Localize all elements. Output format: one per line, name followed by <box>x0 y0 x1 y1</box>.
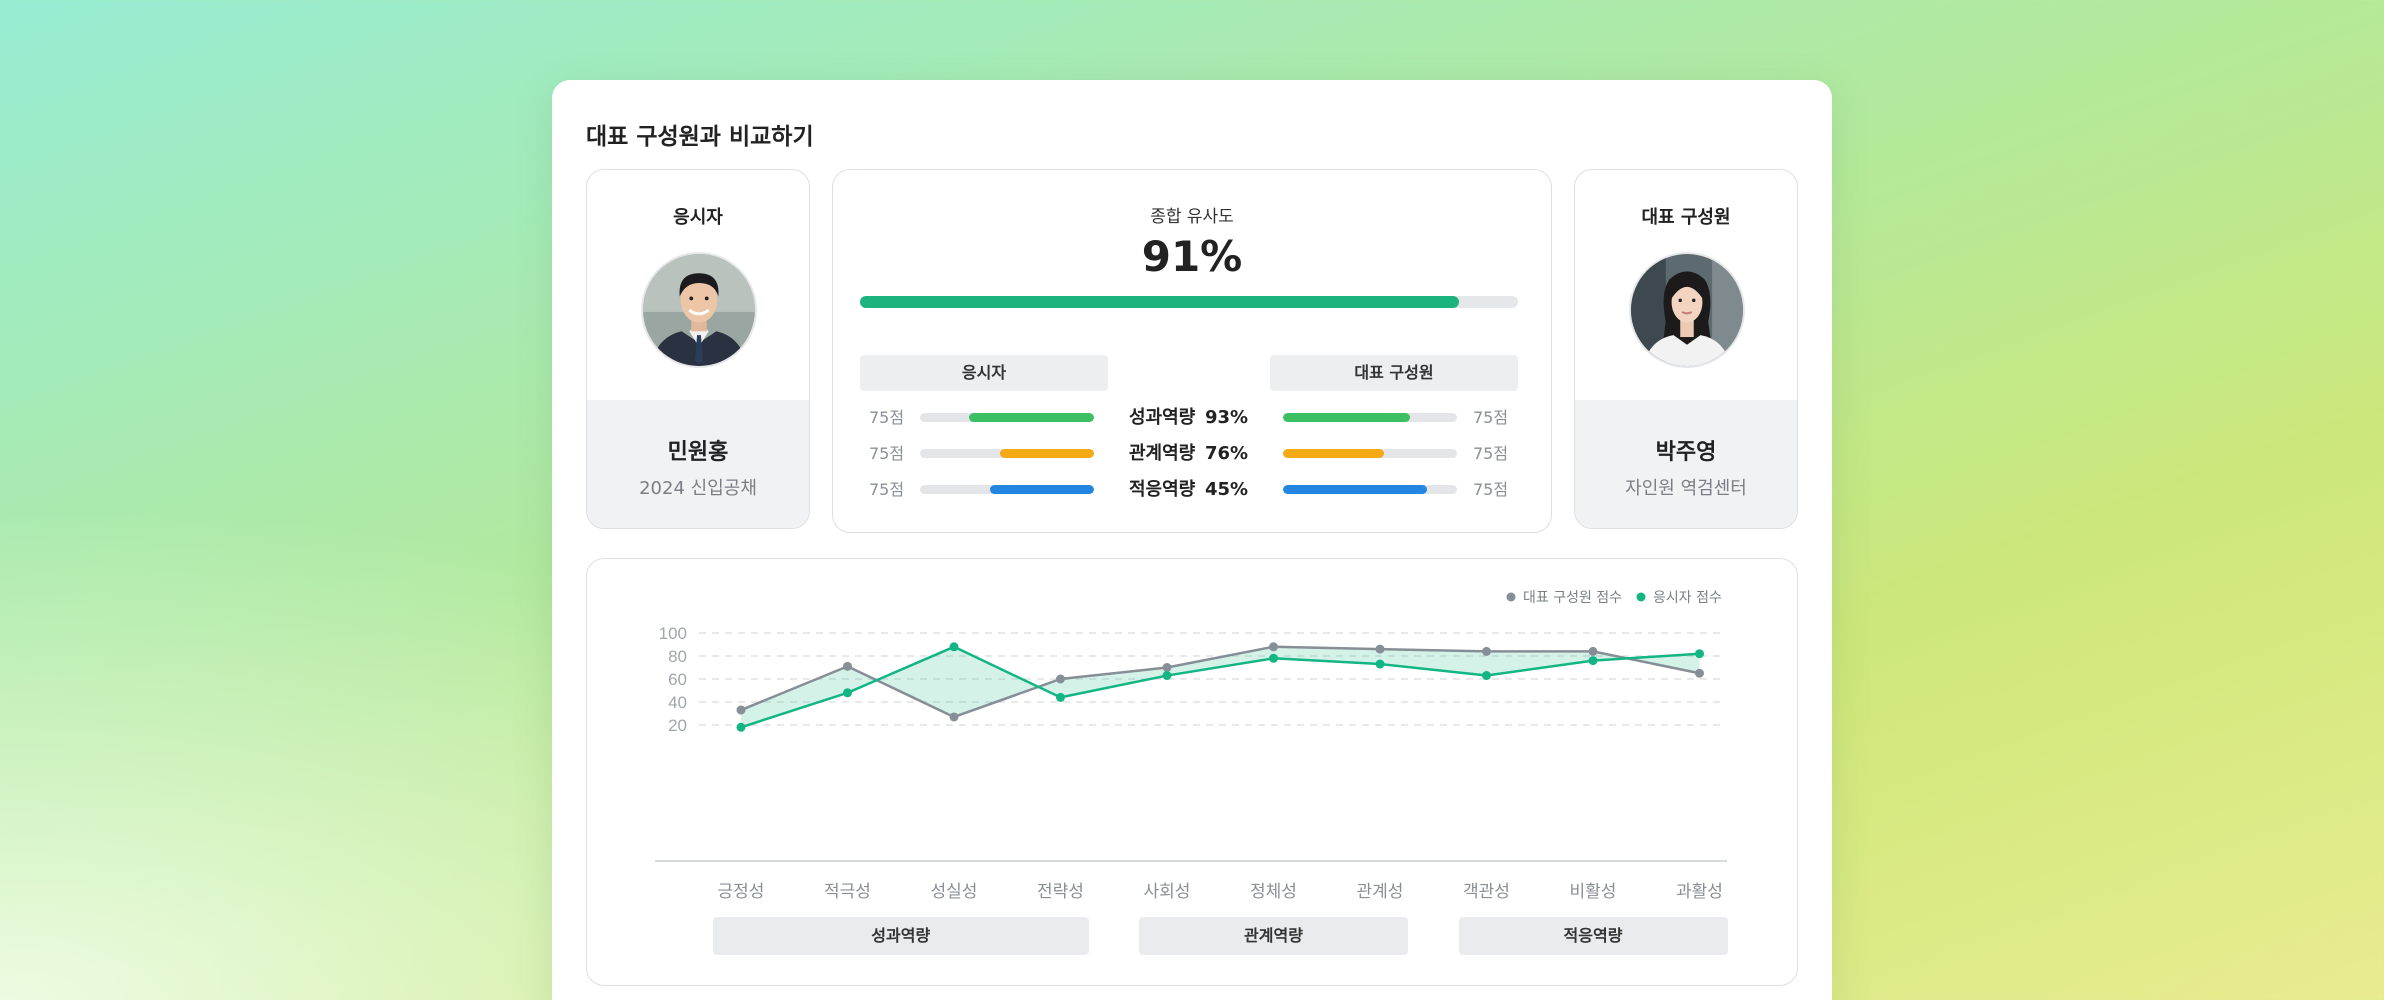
data-point <box>1588 656 1598 666</box>
card-title: 대표 구성원과 비교하기 <box>586 124 814 150</box>
representative-competency-bar <box>1283 413 1457 422</box>
legend-marker <box>1506 592 1516 602</box>
applicant-header: 응시자 <box>860 355 1108 391</box>
representative-competency-fill <box>1283 449 1384 458</box>
similarity-panel: 종합 유사도 91% 응시자 대표 구성원 75점 성과역량 93% 75점 75점 관계… <box>832 169 1552 533</box>
competency-name: 성과역량 <box>1129 407 1196 428</box>
y-tick-label: 80 <box>668 647 687 666</box>
applicant-competency-fill <box>989 485 1094 494</box>
representative-competency-fill <box>1283 485 1428 494</box>
representative-competency-fill <box>1283 413 1411 422</box>
data-point <box>949 642 959 652</box>
competency-name: 관계역량 <box>1129 443 1196 464</box>
competency-group-label: 적응역량 <box>1458 917 1728 955</box>
representative-name: 박주영 <box>1655 440 1717 465</box>
data-point <box>1269 653 1278 663</box>
applicant-score: 75점 <box>869 408 905 427</box>
applicant-competency-bar <box>920 449 1094 458</box>
similarity-progress-fill <box>860 296 1459 308</box>
competency-similarity: 76% <box>1205 443 1249 464</box>
y-tick-label: 20 <box>668 716 687 735</box>
competency-line-chart: 20 40 60 80 100 긍정성 적극성 성실성 전략성 사회성 정체성 관계성 객관성 비활성 과활… <box>586 558 1798 986</box>
competency-row: 75점 관계역량 76% 75점 <box>833 442 1551 466</box>
series-line <box>740 645 1700 729</box>
representative-header: 대표 구성원 <box>1270 355 1518 391</box>
x-tick-label: 관계성 <box>1357 882 1404 902</box>
competency-row: 75점 적응역량 45% 75점 <box>833 478 1551 502</box>
data-point <box>1056 674 1065 684</box>
data-point <box>736 722 746 732</box>
representative-label: 대표 구성원 <box>1641 207 1731 228</box>
competency-name: 적응역량 <box>1129 479 1196 500</box>
data-point <box>1375 644 1385 654</box>
data-point <box>1695 668 1704 678</box>
similarity-progress <box>860 296 1518 308</box>
series-line <box>740 645 1700 719</box>
data-point <box>1482 671 1491 681</box>
representative-competency-bar <box>1283 485 1457 494</box>
x-tick-label: 긍정성 <box>718 882 765 902</box>
applicant-info: 민원홍 2024 신입공채 <box>587 400 809 528</box>
similarity-title: 종합 유사도 <box>1150 207 1234 227</box>
data-point <box>949 712 959 722</box>
chart-svg: 20 40 60 80 100 긍정성 적극성 성실성 전략성 사회성 정체성 관계성 객관성 비활성 과활… <box>655 590 1727 902</box>
y-tick-label: 60 <box>668 670 687 689</box>
x-tick-label: 과활성 <box>1676 882 1723 902</box>
representative-score: 75점 <box>1473 480 1509 499</box>
comparison-card: 대표 구성원과 비교하기 응시자 민원홍 2024 신입공채 <box>552 80 1832 1000</box>
applicant-competency-fill <box>1000 449 1094 458</box>
competency-group-label: 성과역량 <box>713 917 1089 955</box>
representative-score: 75점 <box>1473 408 1509 427</box>
legend-marker <box>1636 592 1646 602</box>
x-tick-label: 객관성 <box>1463 882 1510 902</box>
applicant-competency-fill <box>968 413 1094 422</box>
data-point <box>1162 663 1172 672</box>
data-point <box>843 661 852 671</box>
data-point <box>843 688 852 698</box>
x-tick-label: 성실성 <box>931 882 978 902</box>
representative-sub: 자인원 역검센터 <box>1625 478 1747 499</box>
data-point <box>1162 671 1172 681</box>
x-tick-label: 정체성 <box>1250 882 1297 902</box>
male-avatar-icon <box>641 252 757 368</box>
applicant-competency-bar <box>920 485 1094 494</box>
representative-info: 박주영 자인원 역검센터 <box>1575 400 1797 528</box>
representative-competency-bar <box>1283 449 1457 458</box>
data-point <box>1588 646 1598 656</box>
female-avatar-icon <box>1629 252 1745 368</box>
x-tick-label: 전략성 <box>1037 882 1084 902</box>
applicant-name: 민원홍 <box>667 440 729 465</box>
data-point <box>1375 659 1385 669</box>
data-point <box>1269 642 1278 652</box>
applicant-label: 응시자 <box>673 207 723 228</box>
competency-similarity: 45% <box>1205 479 1249 500</box>
x-tick-label: 사회성 <box>1144 882 1191 902</box>
y-tick-label: 40 <box>668 693 687 712</box>
x-tick-label: 적극성 <box>824 882 871 902</box>
data-point <box>1056 692 1065 702</box>
legend-label: 응시자 점수 <box>1653 590 1722 606</box>
competency-row: 75점 성과역량 93% 75점 <box>833 406 1551 430</box>
data-point <box>736 705 746 715</box>
applicant-score: 75점 <box>869 444 905 463</box>
y-tick-label: 100 <box>659 624 687 643</box>
competency-similarity: 93% <box>1205 407 1249 428</box>
applicant-competency-bar <box>920 413 1094 422</box>
applicant-score: 75점 <box>869 480 905 499</box>
similarity-value: 91% <box>1141 232 1243 281</box>
applicant-profile: 응시자 민원홍 2024 신입공채 <box>586 169 810 529</box>
x-tick-label: 비활성 <box>1570 882 1617 902</box>
representative-score: 75점 <box>1473 444 1509 463</box>
difference-area <box>741 646 1700 728</box>
legend-label: 대표 구성원 점수 <box>1523 590 1622 606</box>
applicant-sub: 2024 신입공채 <box>639 478 757 499</box>
data-point <box>1695 649 1704 659</box>
data-point <box>1482 646 1491 656</box>
competency-group-label: 관계역량 <box>1139 917 1408 955</box>
representative-profile: 대표 구성원 박주영 자인원 역검센터 <box>1574 169 1798 529</box>
